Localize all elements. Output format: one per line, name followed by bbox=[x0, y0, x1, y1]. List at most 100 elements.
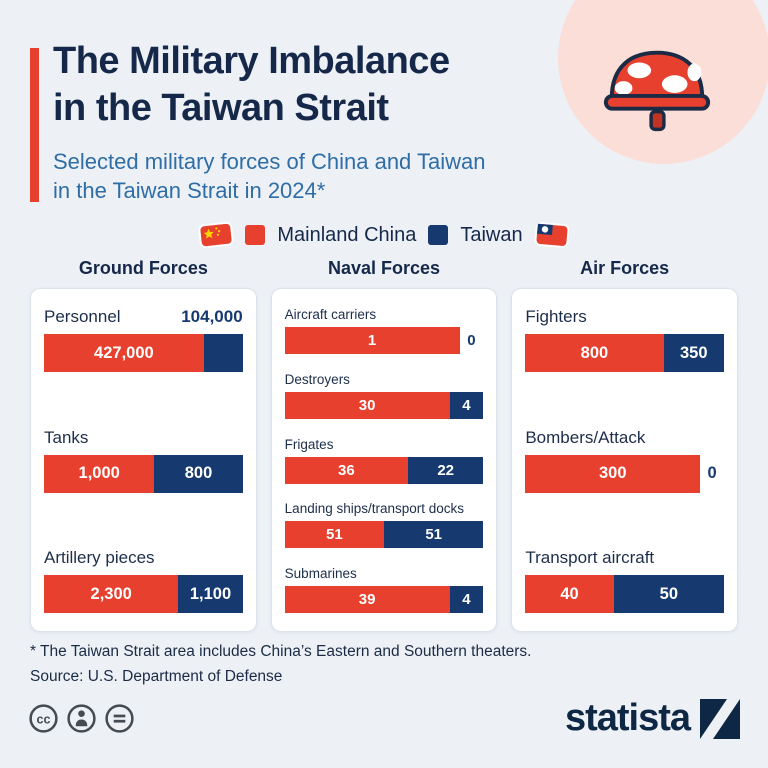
taiwan-value-label: 22 bbox=[437, 461, 454, 479]
china-value-label: 39 bbox=[358, 591, 376, 608]
bar-row: Artillery pieces 2,300 1,100 bbox=[44, 548, 243, 613]
china-value-label: 427,000 bbox=[94, 343, 154, 362]
taiwan-flag-icon bbox=[534, 222, 570, 248]
helmet-icon bbox=[603, 50, 711, 132]
taiwan-bar-segment: 350 bbox=[663, 334, 724, 372]
page-subtitle: Selected military forces of China and Ta… bbox=[53, 148, 485, 205]
taiwan-legend-label: Taiwan bbox=[460, 223, 523, 246]
china-value-label: 800 bbox=[580, 343, 609, 362]
force-bar: 40 50 bbox=[525, 575, 724, 613]
bar-row-header: Artillery pieces bbox=[44, 548, 243, 568]
china-bar-segment: 2,300 bbox=[44, 575, 179, 613]
force-bar: 1,000 800 bbox=[44, 454, 243, 493]
page-title: The Military Imbalance in the Taiwan Str… bbox=[53, 38, 450, 132]
category-label: Landing ships/transport docks bbox=[284, 501, 465, 517]
china-value-label: 40 bbox=[560, 584, 579, 603]
bar-row-header: Destroyers bbox=[285, 372, 484, 387]
china-bar-segment: 1,000 bbox=[44, 454, 155, 493]
taiwan-bar-segment bbox=[203, 334, 243, 372]
source-line: Source: U.S. Department of Defense bbox=[30, 668, 283, 685]
china-bar-segment: 300 bbox=[525, 454, 701, 493]
bar-row-header: Bombers/Attack bbox=[525, 428, 724, 448]
bar-row-header: Personnel 104,000 bbox=[44, 307, 243, 327]
forces-columns: Ground Forces Personnel 104,000 427,000 Tank… bbox=[30, 258, 739, 632]
china-value-label: 36 bbox=[337, 461, 355, 479]
china-value-label: 51 bbox=[325, 526, 343, 544]
forces-column: Naval Forces Aircraft carriers 1 0 Destroyer… bbox=[270, 258, 498, 632]
title-line-1: The Military Imbalance bbox=[53, 40, 450, 82]
category-label: Artillery pieces bbox=[44, 548, 155, 567]
china-bar-segment: 40 bbox=[525, 575, 614, 613]
force-bar: 39 4 bbox=[284, 586, 484, 613]
category-label: Frigates bbox=[284, 436, 334, 452]
bar-row-header: Fighters bbox=[525, 307, 724, 327]
china-bar-segment: 51 bbox=[284, 521, 384, 549]
taiwan-bar-segment: 1,100 bbox=[178, 575, 243, 613]
china-value-label: 2,300 bbox=[90, 584, 132, 603]
footnote: * The Taiwan Strait area includes China’… bbox=[30, 643, 532, 660]
china-value-label: 1,000 bbox=[78, 464, 120, 482]
force-bar: 36 22 bbox=[284, 456, 484, 484]
category-label: Submarines bbox=[284, 566, 357, 581]
category-label: Fighters bbox=[525, 307, 587, 326]
forces-column: Ground Forces Personnel 104,000 427,000 Tank… bbox=[30, 258, 257, 632]
bar-row: Transport aircraft 40 50 bbox=[525, 548, 724, 613]
bar-row-header: Submarines bbox=[285, 566, 484, 581]
forces-card: Fighters 800 350 Bombers/Attack 300 0 Transpor… bbox=[511, 288, 739, 632]
bar-row-header: Frigates bbox=[285, 437, 484, 452]
taiwan-bar-segment: 50 bbox=[613, 575, 724, 613]
taiwan-bar-segment: 51 bbox=[384, 521, 484, 549]
column-header: Air Forces bbox=[580, 258, 670, 278]
category-label: Personnel bbox=[44, 307, 121, 326]
forces-column: Air Forces Fighters 800 350 Bombers/Attack 30… bbox=[511, 258, 739, 632]
equal-icon[interactable] bbox=[104, 703, 135, 734]
category-label: Destroyers bbox=[284, 371, 350, 387]
statista-wordmark: statista bbox=[564, 697, 691, 739]
china-flag-icon bbox=[198, 221, 234, 249]
bar-row: Destroyers 30 4 bbox=[284, 372, 484, 419]
china-bar-segment: 1 bbox=[284, 327, 460, 354]
taiwan-value-label: 0 bbox=[707, 464, 717, 482]
bar-row-header: Tanks bbox=[44, 428, 243, 448]
forces-card: Aircraft carriers 1 0 Destroyers 30 4 Frigates… bbox=[270, 288, 498, 632]
taiwan-value-label: 104,000 bbox=[181, 307, 243, 326]
taiwan-value-label: 0 bbox=[467, 332, 476, 349]
force-bar: 30 4 bbox=[284, 391, 484, 419]
category-label: Aircraft carriers bbox=[284, 307, 377, 322]
force-bar: 51 51 bbox=[284, 521, 484, 549]
china-value-label: 30 bbox=[358, 396, 376, 414]
taiwan-value-label: 350 bbox=[680, 343, 708, 362]
bar-row: Personnel 104,000 427,000 bbox=[44, 307, 243, 372]
bar-row-header: Landing ships/transport docks bbox=[285, 501, 484, 516]
statista-logo-icon bbox=[700, 698, 740, 739]
taiwan-value-label: 4 bbox=[462, 396, 471, 414]
china-bar-segment: 427,000 bbox=[44, 334, 204, 372]
china-legend-swatch bbox=[245, 225, 266, 245]
column-header: Ground Forces bbox=[78, 258, 208, 278]
taiwan-bar-segment: 22 bbox=[407, 456, 484, 484]
svg-text:cc: cc bbox=[37, 712, 51, 726]
force-bar: 800 350 bbox=[525, 334, 724, 372]
cc-icon[interactable]: cc bbox=[28, 703, 59, 734]
bar-row: Tanks 1,000 800 bbox=[44, 428, 243, 493]
legend: Mainland China Taiwan bbox=[0, 221, 768, 249]
china-bar-segment: 39 bbox=[284, 586, 450, 613]
bar-row: Frigates 36 22 bbox=[284, 437, 484, 484]
china-bar-segment: 800 bbox=[525, 334, 664, 372]
china-value-label: 300 bbox=[598, 464, 627, 482]
taiwan-value-label: 51 bbox=[425, 526, 442, 544]
statista-logo[interactable]: statista bbox=[565, 697, 740, 740]
column-header: Naval Forces bbox=[327, 258, 441, 278]
taiwan-legend-swatch bbox=[428, 225, 449, 245]
title-accent-bar bbox=[30, 48, 39, 202]
bar-row: Bombers/Attack 300 0 bbox=[525, 428, 724, 493]
force-bar: 427,000 bbox=[44, 334, 243, 372]
bar-row-header: Transport aircraft bbox=[525, 548, 724, 568]
category-label: Bombers/Attack bbox=[525, 427, 646, 447]
title-line-2: in the Taiwan Strait bbox=[53, 87, 389, 130]
force-bar: 2,300 1,100 bbox=[44, 575, 243, 613]
taiwan-value-label: 50 bbox=[659, 584, 678, 603]
bar-row: Landing ships/transport docks 51 51 bbox=[284, 501, 484, 549]
attribution-icon[interactable] bbox=[66, 703, 97, 734]
